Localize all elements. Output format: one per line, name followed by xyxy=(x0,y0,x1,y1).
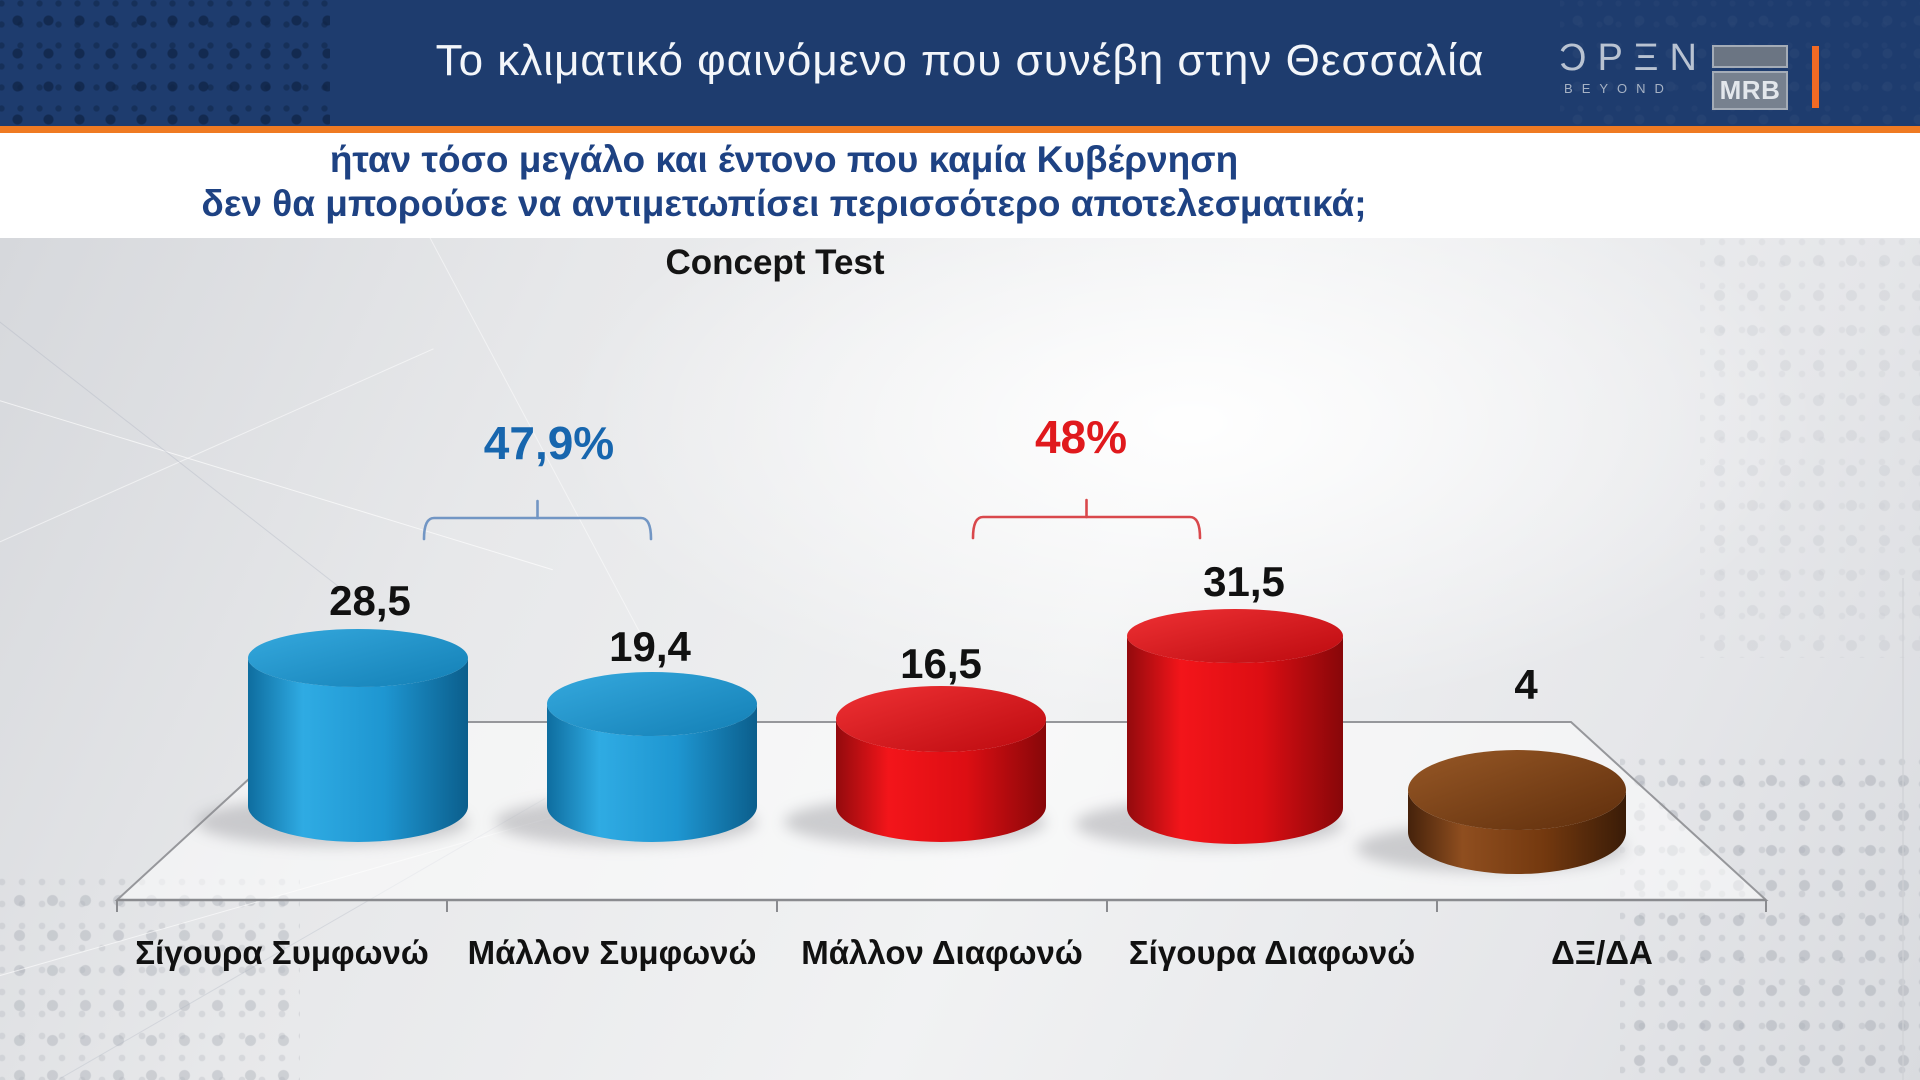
orange-divider-line xyxy=(0,126,1920,133)
cylinder-body xyxy=(1127,636,1343,844)
cylinder-top xyxy=(547,672,757,736)
cylinder-top xyxy=(1127,609,1343,663)
open-logo-beyond-label: BEYOND xyxy=(1564,81,1673,96)
annotation-bracket xyxy=(422,516,653,541)
dot-pattern-top-right xyxy=(1700,238,1920,658)
question-line-1: ήταν τόσο μεγάλο και έντονο που καμία Κυ… xyxy=(329,139,1239,180)
mrb-logo-label: MRB xyxy=(1719,75,1781,105)
mrb-logo-top-box xyxy=(1712,45,1788,68)
question-line-2: δεν θα μπορούσε να αντιμετωπίσει περισσό… xyxy=(201,183,1367,224)
category-label: ΔΞ/ΔΑ xyxy=(1551,934,1653,971)
open-tv-logo: ƆPΞN BEYOND xyxy=(1548,37,1708,96)
value-label: 4 xyxy=(1514,661,1538,708)
cylinder-body xyxy=(547,704,757,842)
annotation-label: 48% xyxy=(1035,411,1127,463)
question-subtitle: ήταν τόσο μεγάλο και έντονο που καμία Κυ… xyxy=(0,133,1920,238)
cylinder-top xyxy=(836,686,1046,752)
chart-svg: 28,5 Σίγουρα Συμφωνώ 19,4 Μάλλον Συμφωνώ 16,… xyxy=(114,411,1904,1080)
cylinder-body xyxy=(836,719,1046,842)
cylinder-body xyxy=(248,658,468,842)
value-label: 16,5 xyxy=(900,640,982,687)
category-label: Μάλλον Συμφωνώ xyxy=(468,934,757,971)
annotation-bracket xyxy=(971,515,1202,540)
chart-panel: Concept Test 28,5 Σίγουρα Συμφωνώ 19,4 Μάλλ… xyxy=(0,238,1920,1080)
header-dot-pattern-left xyxy=(0,0,330,126)
mrb-logo: MRB xyxy=(1712,45,1788,110)
chart-title: Concept Test xyxy=(665,243,885,282)
header: Το κλιματικό φαινόμενο που συνέβη στην Θ… xyxy=(0,0,1920,126)
category-label: Σίγουρα Διαφωνώ xyxy=(1129,934,1415,971)
dot-pattern-bottom-left xyxy=(0,878,300,1080)
value-label: 19,4 xyxy=(609,623,691,670)
cylinder-body xyxy=(1408,790,1626,874)
value-label: 28,5 xyxy=(329,577,411,624)
annotation-label: 47,9% xyxy=(484,417,614,469)
category-label: Σίγουρα Συμφωνώ xyxy=(135,934,428,971)
cylinder-top xyxy=(248,629,468,687)
category-label: Μάλλον Διαφωνώ xyxy=(801,934,1082,971)
value-label: 31,5 xyxy=(1203,558,1285,605)
open-logo-wordmark: ƆPΞN xyxy=(1559,37,1708,79)
page-title: Το κλιματικό φαινόμενο που συνέβη στην Θ… xyxy=(435,36,1485,85)
cylinder-top xyxy=(1408,750,1626,830)
mrb-logo-bottom-box: MRB xyxy=(1712,71,1788,110)
orange-accent-bar xyxy=(1812,46,1819,108)
